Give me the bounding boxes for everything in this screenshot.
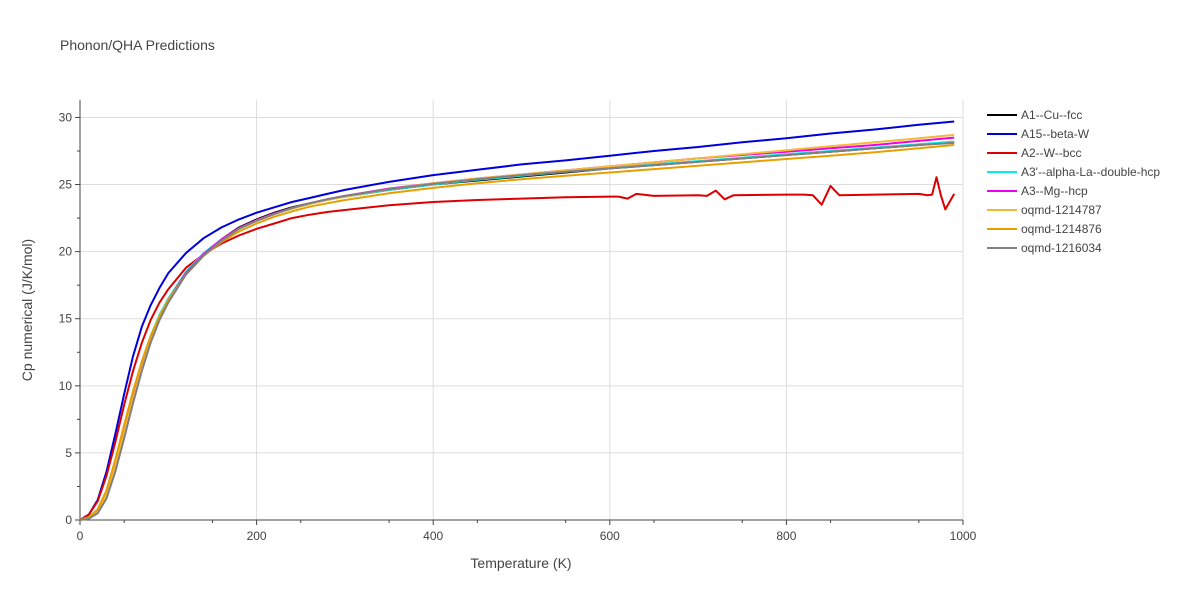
chart-title: Phonon/QHA Predictions (60, 37, 215, 53)
y-tick-label: 0 (65, 513, 72, 527)
grid-lines (80, 100, 964, 520)
series-line-oqmd-1216034 (79, 141, 955, 521)
y-tick-label: 20 (59, 245, 73, 259)
x-tick-label: 1000 (950, 529, 977, 543)
legend-label: A15--beta-W (1021, 127, 1090, 141)
legend[interactable]: A1--Cu--fcc A15--beta-W A2--W--bcc A3'--alp… (987, 108, 1160, 255)
legend-item-a2-w-bcc[interactable]: A2--W--bcc (987, 146, 1081, 160)
x-tick-label: 800 (776, 529, 796, 543)
legend-label: oqmd-1214876 (1021, 222, 1102, 236)
x-tick-label: 0 (77, 529, 84, 543)
legend-item-a1-cu-fcc[interactable]: A1--Cu--fcc (987, 108, 1082, 122)
legend-item-oqmd-1214876[interactable]: oqmd-1214876 (987, 222, 1102, 236)
legend-item-oqmd-1216034[interactable]: oqmd-1216034 (987, 241, 1102, 255)
legend-item-a3-alpha-la-double-hcp[interactable]: A3'--alpha-La--double-hcp (987, 165, 1160, 179)
x-tick-label: 200 (247, 529, 267, 543)
y-tick-label: 15 (59, 312, 73, 326)
series-line-a2-w-bcc (79, 176, 956, 521)
x-tick-label: 600 (600, 529, 620, 543)
legend-label: A3--Mg--hcp (1021, 184, 1088, 198)
legend-item-oqmd-1214787[interactable]: oqmd-1214787 (987, 203, 1102, 217)
y-tick-label: 10 (59, 379, 73, 393)
legend-label: A2--W--bcc (1021, 146, 1081, 160)
series-line-oqmd-1214876 (79, 144, 955, 521)
legend-label: A3'--alpha-La--double-hcp (1021, 165, 1160, 179)
legend-label: A1--Cu--fcc (1021, 108, 1082, 122)
axes: 0 200 400 600 800 1000 0 5 10 15 20 25 30 (59, 100, 977, 543)
legend-label: oqmd-1216034 (1021, 241, 1102, 255)
y-tick-label: 25 (59, 178, 73, 192)
y-axis-title: Cp numerical (J/K/mol) (19, 239, 35, 381)
y-tick-label: 5 (65, 446, 72, 460)
y-tick-label: 30 (59, 110, 73, 124)
series-line-oqmd-1214787 (79, 133, 955, 521)
legend-label: oqmd-1214787 (1021, 203, 1102, 217)
x-tick-label: 400 (423, 529, 443, 543)
series-line-a3-mg-hcp (79, 136, 955, 521)
x-axis-title: Temperature (K) (470, 555, 571, 571)
legend-item-a15-beta-w[interactable]: A15--beta-W (987, 127, 1090, 141)
series-line-a15-beta-w (79, 120, 955, 521)
series-lines (79, 120, 956, 521)
legend-item-a3-mg-hcp[interactable]: A3--Mg--hcp (987, 184, 1088, 198)
